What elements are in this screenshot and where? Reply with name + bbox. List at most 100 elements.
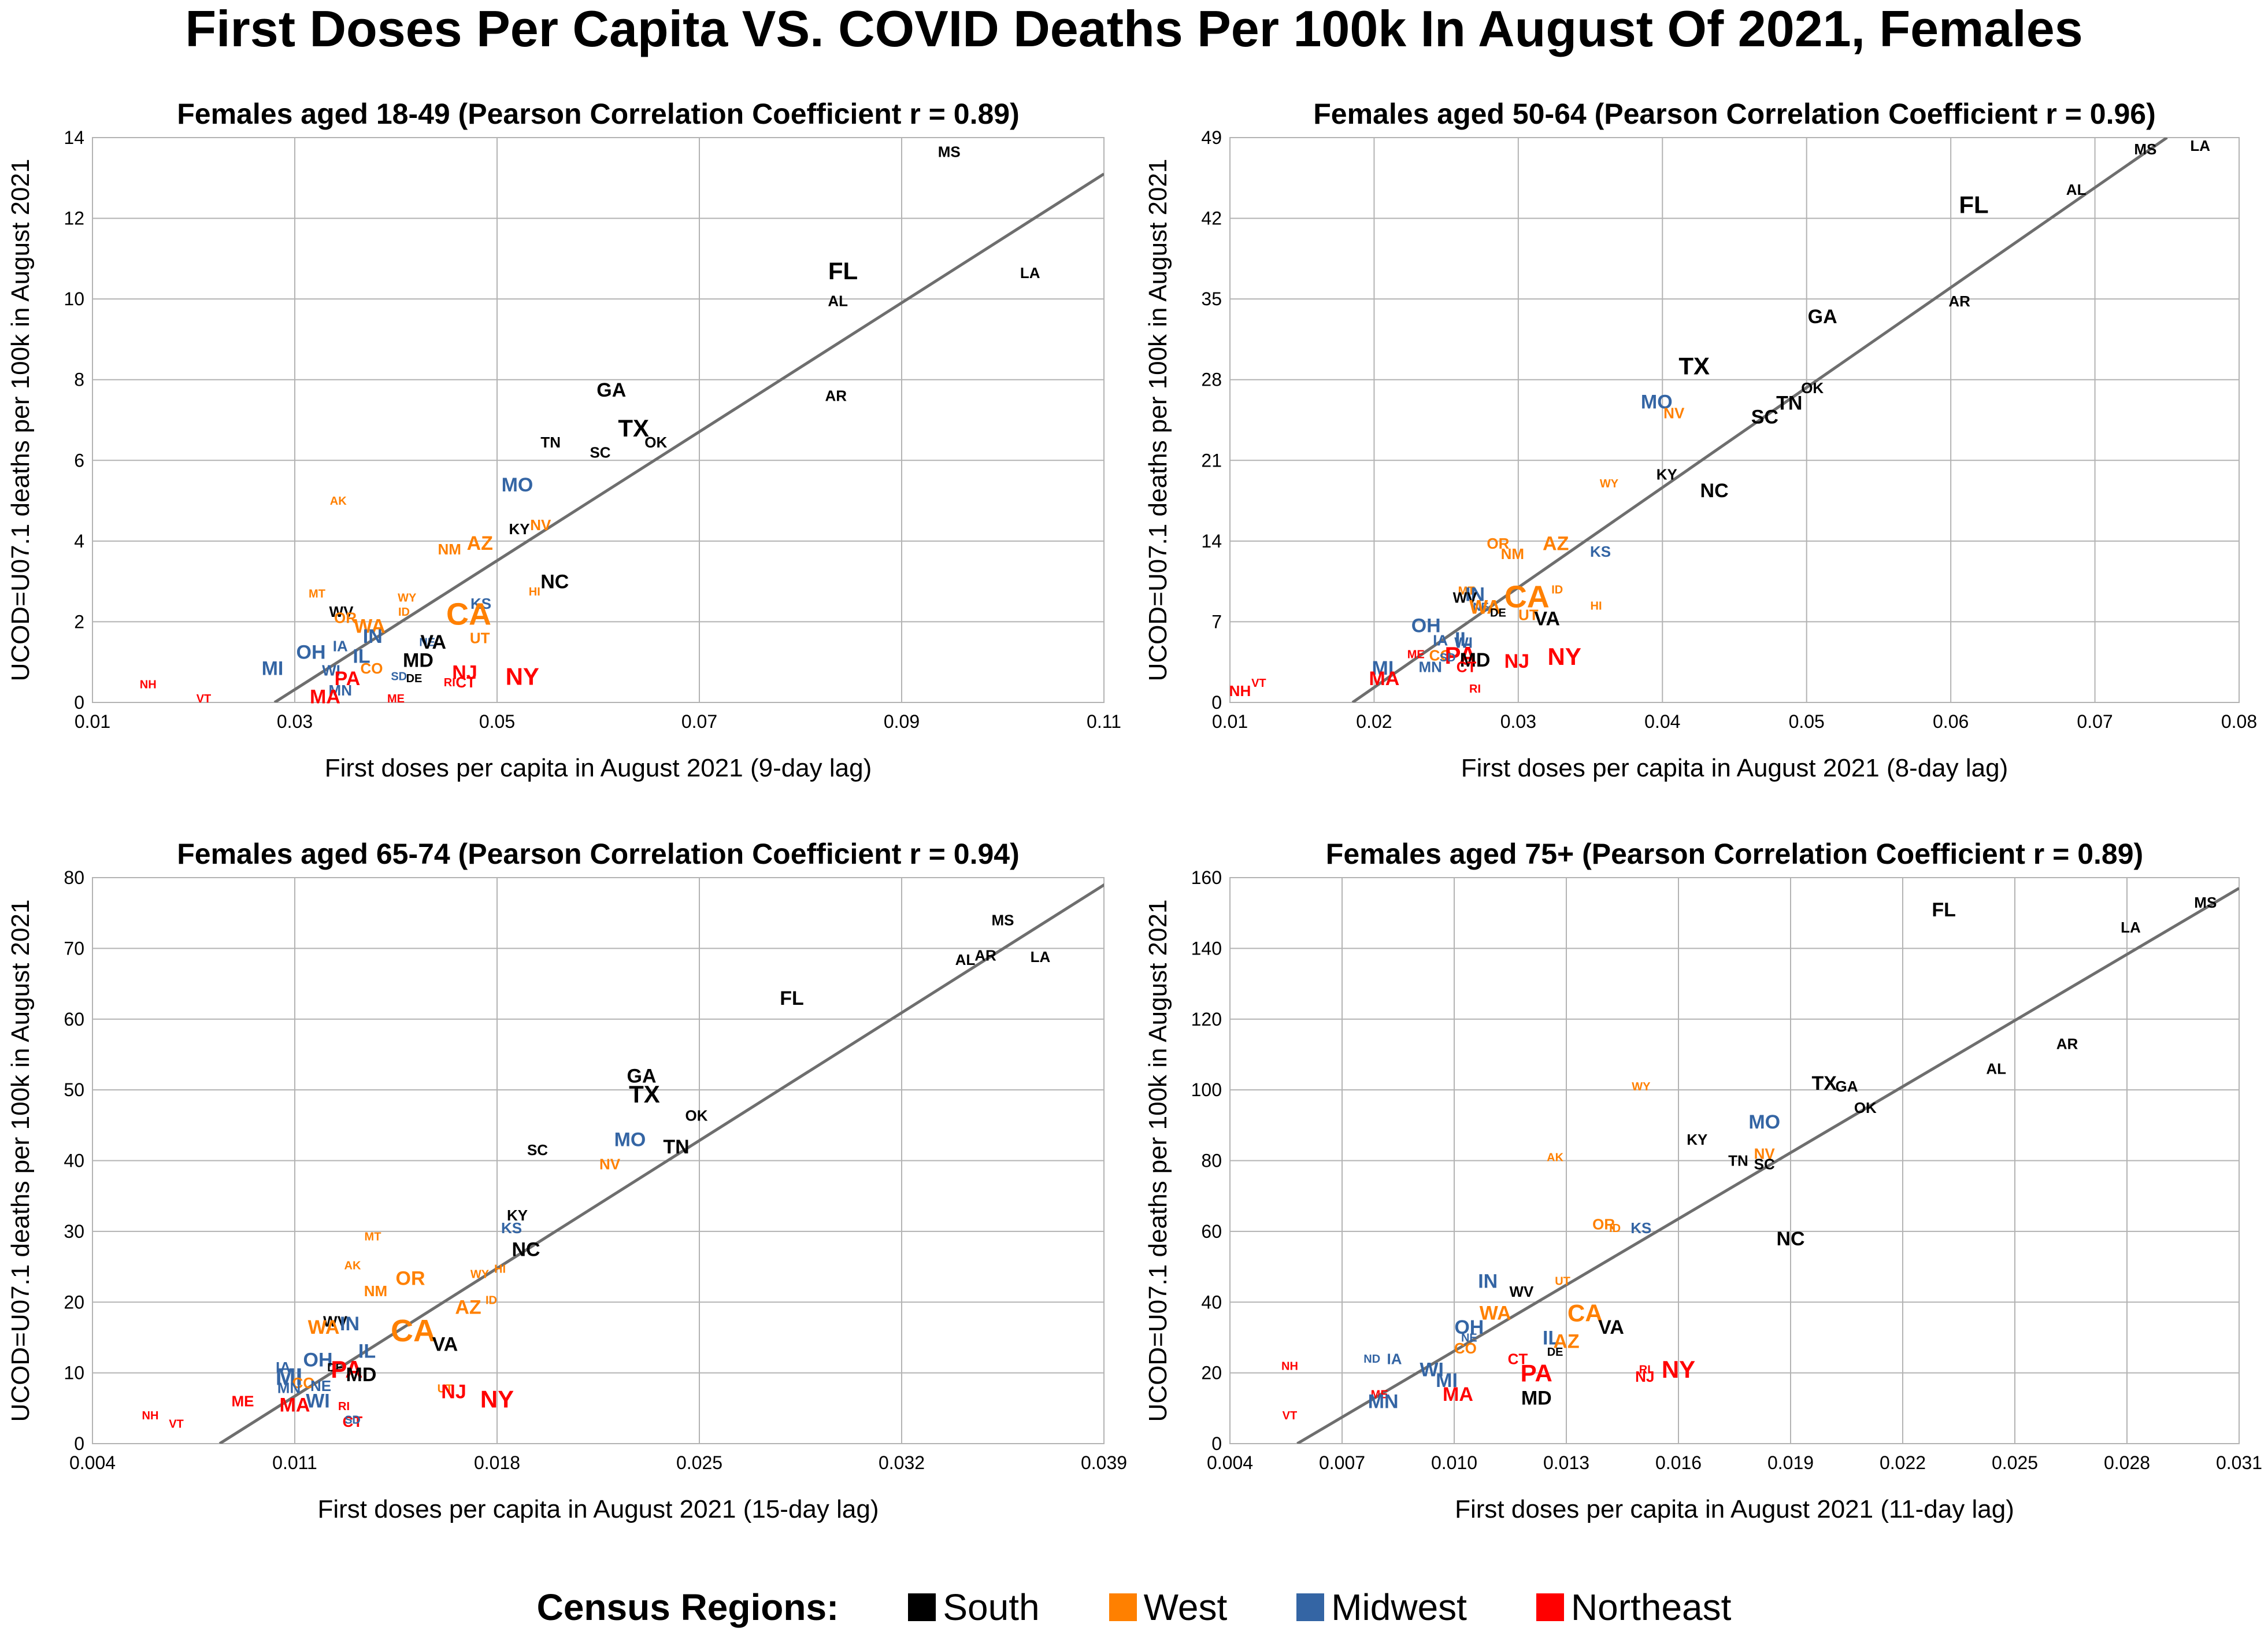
point-ky: KY xyxy=(507,1207,528,1224)
trendline xyxy=(1296,887,2239,1444)
point-mt: MT xyxy=(309,588,325,601)
point-or: OR xyxy=(1592,1216,1615,1233)
point-md: MD xyxy=(346,1364,377,1386)
point-nv: NV xyxy=(1754,1145,1776,1162)
point-il: IL xyxy=(358,1341,376,1363)
y-tick-label: 10 xyxy=(64,288,84,309)
point-wi: WI xyxy=(322,661,340,679)
point-pa: PA xyxy=(1521,1359,1552,1386)
x-tick-label: 0.004 xyxy=(69,1452,116,1473)
y-tick-label: 4 xyxy=(74,531,84,552)
point-ks: KS xyxy=(501,1219,522,1237)
point-ok: OK xyxy=(1854,1099,1877,1116)
point-wy: WY xyxy=(1632,1081,1651,1093)
legend-item-south: South xyxy=(908,1586,1040,1629)
point-oh: OH xyxy=(303,1349,333,1371)
point-mo: MO xyxy=(1641,391,1673,413)
point-nc: NC xyxy=(540,571,569,593)
point-ca: CA xyxy=(446,597,491,631)
point-fl: FL xyxy=(1932,899,1956,921)
point-ne: NE xyxy=(1461,1331,1477,1344)
point-wa: WA xyxy=(354,615,386,637)
point-ut: UT xyxy=(1518,606,1539,624)
point-nv: NV xyxy=(530,516,551,534)
plot-frame xyxy=(1229,877,2240,1444)
point-tx: TX xyxy=(618,415,649,442)
plot-frame xyxy=(92,137,1105,703)
point-il: IL xyxy=(353,646,370,668)
x-tick-label: 0.08 xyxy=(2221,711,2257,732)
x-tick-label: 0.039 xyxy=(1081,1452,1127,1473)
point-ri: RI xyxy=(444,676,455,689)
x-tick-label: 0.028 xyxy=(2104,1452,2150,1473)
point-nm: NM xyxy=(1501,545,1524,563)
y-tick-label: 140 xyxy=(1191,938,1222,959)
point-ks: KS xyxy=(1590,543,1611,560)
legend-label-northeast: Northeast xyxy=(1570,1586,1732,1628)
point-wy: WY xyxy=(398,592,417,605)
point-mt: MT xyxy=(1458,585,1475,598)
point-tn: TN xyxy=(1776,392,1802,414)
point-ct: CT xyxy=(343,1413,363,1430)
y-tick-label: 12 xyxy=(64,208,84,229)
point-id: ID xyxy=(1551,584,1563,597)
trendline xyxy=(273,172,1104,702)
point-ga: GA xyxy=(1808,306,1837,328)
y-axis-label: UCOD=U07.1 deaths per 100k in August 202… xyxy=(6,900,35,1422)
point-wv: WV xyxy=(1453,589,1478,606)
y-tick-label: 40 xyxy=(64,1151,84,1171)
point-wy: WY xyxy=(470,1268,490,1281)
point-ma: MA xyxy=(310,686,340,708)
plot-frame xyxy=(1229,137,2240,703)
x-tick-label: 0.011 xyxy=(272,1452,317,1473)
point-ms: MS xyxy=(992,912,1014,929)
point-nh: NH xyxy=(1229,682,1251,700)
x-tick-label: 0.06 xyxy=(1933,711,1969,732)
x-tick-label: 0.09 xyxy=(884,711,920,732)
point-ma: MA xyxy=(1443,1384,1473,1405)
x-axis-label: First doses per capita in August 2021 (9… xyxy=(325,754,872,782)
point-ny: NY xyxy=(506,663,539,690)
legend-swatch-northeast xyxy=(1536,1593,1564,1621)
point-mi: MI xyxy=(1372,657,1394,679)
point-ky: KY xyxy=(1656,465,1677,483)
point-ok: OK xyxy=(685,1107,708,1124)
point-me: ME xyxy=(1371,1388,1388,1401)
x-tick-label: 0.022 xyxy=(1880,1452,1926,1473)
point-ms: MS xyxy=(2194,894,2217,911)
point-ky: KY xyxy=(1687,1131,1707,1148)
legend-swatch-midwest xyxy=(1296,1593,1325,1621)
point-mi: MI xyxy=(1436,1370,1458,1392)
x-tick-label: 0.07 xyxy=(2077,711,2113,732)
point-la: LA xyxy=(1031,948,1051,966)
point-az: AZ xyxy=(455,1297,481,1319)
y-tick-label: 120 xyxy=(1191,1009,1222,1030)
point-co: CO xyxy=(1454,1340,1477,1357)
point-oh: OH xyxy=(1454,1316,1484,1338)
point-tn: TN xyxy=(1728,1152,1748,1170)
point-tx: TX xyxy=(629,1081,660,1108)
point-mn: MN xyxy=(277,1379,301,1396)
point-nh: NH xyxy=(140,679,157,691)
y-tick-label: 60 xyxy=(64,1009,84,1030)
point-de: DE xyxy=(406,672,423,685)
x-axis-label: First doses per capita in August 2021 (1… xyxy=(318,1495,879,1523)
legend-item-west: West xyxy=(1109,1586,1227,1629)
point-mn: MN xyxy=(329,682,352,699)
point-md: MD xyxy=(1521,1387,1552,1409)
point-nm: NM xyxy=(364,1282,387,1300)
legend-label-south: South xyxy=(943,1586,1040,1628)
point-ar: AR xyxy=(974,947,996,964)
point-nh: NH xyxy=(142,1410,159,1422)
point-vt: VT xyxy=(169,1418,184,1431)
point-al: AL xyxy=(828,293,848,310)
point-hi: HI xyxy=(1591,600,1602,613)
point-mt: MT xyxy=(365,1230,381,1243)
point-ny: NY xyxy=(1662,1356,1695,1383)
legend-swatch-south xyxy=(908,1593,936,1621)
x-tick-label: 0.025 xyxy=(1992,1452,2038,1473)
y-tick-label: 10 xyxy=(64,1363,84,1384)
x-tick-label: 0.007 xyxy=(1319,1452,1365,1473)
point-ri: RI xyxy=(338,1400,350,1413)
chart-title: Females aged 18-49 (Pearson Correlation … xyxy=(177,98,1019,130)
